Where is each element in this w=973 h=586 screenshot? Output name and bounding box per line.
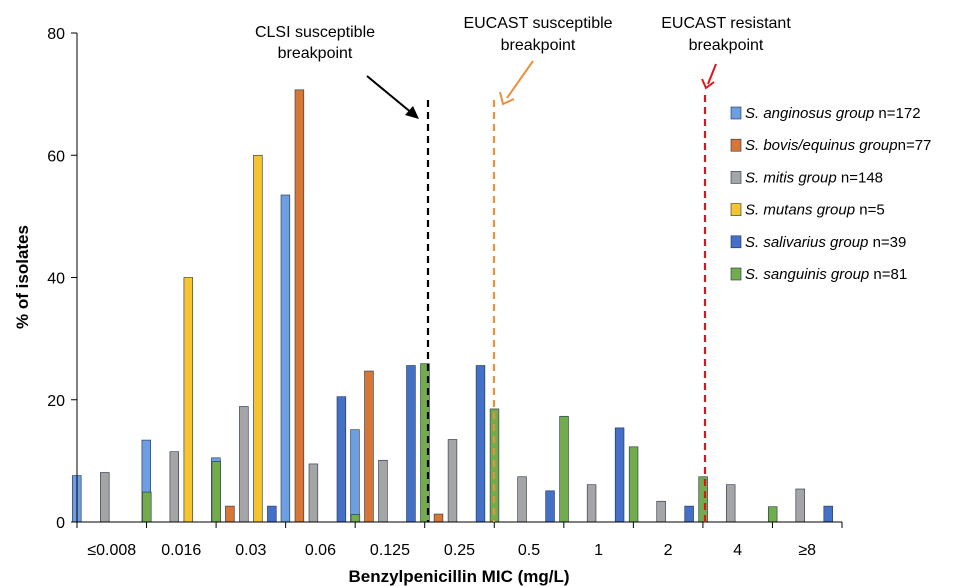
legend-swatch: [730, 171, 742, 184]
bar: [336, 396, 347, 523]
y-tick-label: 80: [47, 26, 65, 43]
bar: [211, 461, 222, 523]
x-tick-label: 0.25: [444, 542, 475, 559]
bar: [698, 476, 708, 523]
eucast-resistant-annotation-line2: breakpoint: [689, 37, 764, 54]
bar: [350, 429, 360, 523]
bar: [169, 451, 180, 523]
bar: [823, 505, 833, 523]
clsi-annotation-line1: CLSI susceptible: [255, 24, 375, 41]
bar: [795, 488, 805, 523]
legend-swatch: [730, 138, 742, 152]
y-axis-title: % of isolates: [13, 225, 32, 329]
bar: [378, 459, 388, 523]
x-tick-label: 0.125: [370, 542, 410, 559]
x-tick-label: 0.06: [305, 542, 336, 559]
bar: [406, 365, 416, 523]
x-tick-label: 1: [594, 542, 603, 559]
x-tick-label: ≤0.008: [87, 542, 136, 559]
legend-swatch: [730, 235, 742, 249]
eucast-susceptible-annotation-line1: EUCAST susceptible: [463, 15, 612, 32]
bar: [545, 490, 555, 523]
bar: [239, 406, 249, 523]
legend-label: S. mutans group n=5: [745, 202, 885, 219]
bar: [725, 484, 736, 523]
bar: [628, 446, 639, 523]
eucast-resistant-annotation: EUCAST resistant breakpoint: [661, 15, 791, 90]
bar: [142, 491, 152, 523]
bar: [767, 506, 778, 523]
legend-label: S. bovis/equinus groupn=77: [745, 137, 931, 154]
bar: [684, 505, 694, 523]
bar: [100, 472, 110, 523]
eucast-susceptible-annotation: EUCAST susceptible breakpoint: [463, 15, 613, 106]
y-tick-label: 40: [47, 271, 65, 288]
x-tick-label: 0.5: [518, 542, 540, 559]
legend-label: S. sanguinis group n=81: [745, 266, 907, 283]
bar: [253, 154, 263, 523]
eucast-resistant-arrow-shaft: [707, 63, 717, 85]
bar: [183, 277, 194, 523]
bar: [350, 514, 361, 523]
bar: [475, 365, 486, 523]
bar: [517, 476, 527, 523]
x-tick-label: 4: [733, 542, 742, 559]
legend-swatch: [730, 203, 742, 216]
legend-swatch: [730, 267, 742, 281]
x-ticks: ≤0.008 0.016 0.03 0.06 0.125 0.25 0.5 1 2 4 ≥8: [76, 522, 843, 559]
plot-area: 0 20 40 60 80 ≤0.008 0.016 0.03 0.06 0.125 0.25 0.…: [47, 26, 843, 559]
eucast-susceptible-arrow-shaft: [506, 60, 534, 99]
bar: [656, 500, 666, 523]
y-tick-label: 20: [47, 393, 65, 410]
eucast-susceptible-arrow-head: [499, 91, 515, 106]
bar: [294, 89, 305, 523]
x-tick-label: 0.016: [161, 542, 201, 559]
bar: [267, 505, 277, 523]
eucast-resistant-arrow-head: [701, 78, 715, 90]
x-tick-label: ≥8: [798, 542, 816, 559]
y-ticks: 0 20 40 60 80: [47, 26, 77, 532]
bar: [559, 415, 569, 523]
bar: [364, 370, 374, 523]
x-tick-label: 0.03: [235, 542, 266, 559]
clsi-arrow-shaft: [366, 75, 414, 115]
clsi-arrow-head: [405, 106, 419, 119]
x-tick-label: 2: [664, 542, 673, 559]
eucast-resistant-annotation-line1: EUCAST resistant: [661, 15, 791, 32]
bar: [586, 484, 597, 523]
bar: [433, 513, 444, 523]
bars-layer: [72, 89, 833, 523]
clsi-annotation-line2: breakpoint: [278, 45, 353, 62]
clsi-annotation: CLSI susceptible breakpoint: [255, 24, 419, 119]
y-tick-label: 60: [47, 148, 65, 165]
eucast-susceptible-annotation-line2: breakpoint: [501, 37, 576, 54]
bar: [614, 427, 625, 523]
legend-swatch: [730, 106, 742, 120]
bar: [447, 439, 458, 523]
legend: S. anginosus group n=172 S. bovis/equinus…: [730, 105, 931, 283]
x-axis-title: Benzylpenicillin MIC (mg/L): [348, 567, 569, 586]
legend-label: S. anginosus group n=172: [745, 105, 921, 122]
legend-label: S. mitis group n=148: [745, 169, 883, 186]
legend-label: S. salivarius group n=39: [745, 234, 906, 251]
y-tick-label: 0: [56, 515, 65, 532]
bar: [308, 463, 319, 523]
bar: [225, 505, 235, 523]
bar: [280, 194, 291, 523]
